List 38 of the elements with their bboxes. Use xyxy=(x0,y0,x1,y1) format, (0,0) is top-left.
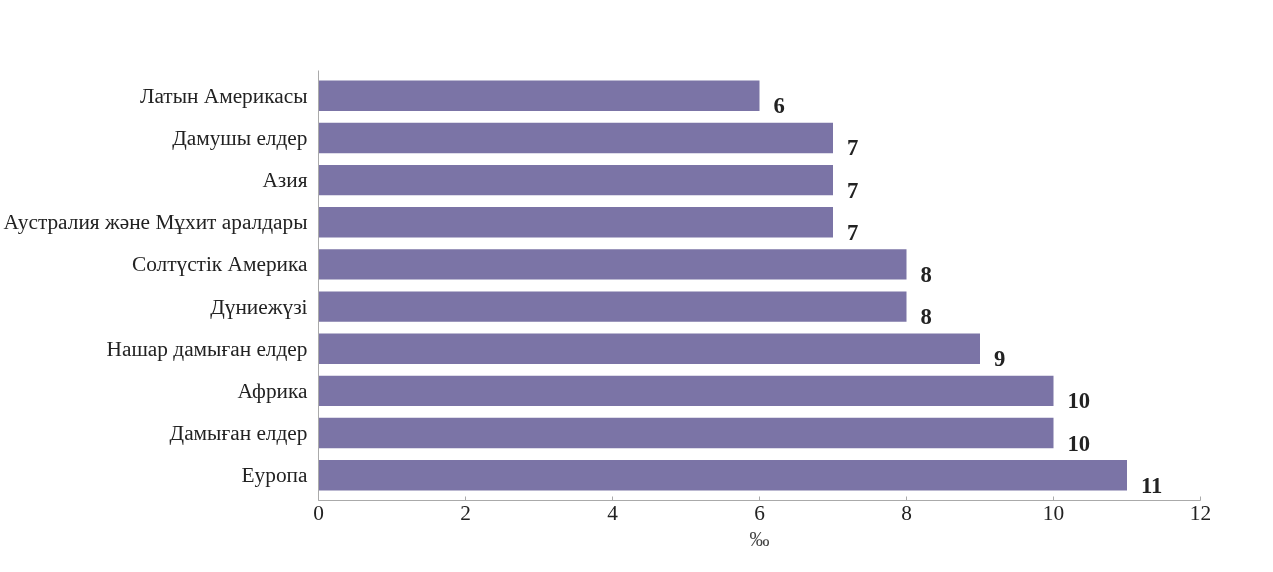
y-tick-label: Азия xyxy=(262,168,308,193)
bar xyxy=(318,291,907,322)
bar xyxy=(318,417,1054,449)
x-tick-label: 8 xyxy=(901,500,912,525)
x-tick-label: 0 xyxy=(313,500,324,525)
data-label: 9 xyxy=(994,346,1006,372)
y-tick-label: Африка xyxy=(237,378,309,403)
bar xyxy=(318,333,980,364)
bar xyxy=(318,164,833,196)
y-tick-label: Дамыған елдер xyxy=(169,421,308,446)
data-label: 7 xyxy=(847,219,859,245)
bar xyxy=(318,80,760,111)
data-label: 10 xyxy=(1067,388,1091,414)
bar xyxy=(318,122,833,154)
data-label: 8 xyxy=(920,261,932,287)
y-tick-label: Дүниежүзі xyxy=(210,294,308,319)
y-tick-label: Аустралия және Мұхит аралдары xyxy=(3,210,308,235)
x-tick-label: 12 xyxy=(1189,500,1212,525)
x-tick-label: 2 xyxy=(460,500,471,525)
data-label: 10 xyxy=(1067,430,1091,456)
bar xyxy=(318,207,833,238)
data-label: 6 xyxy=(773,93,785,119)
y-tick-label: Еуропа xyxy=(241,463,309,488)
data-label: 8 xyxy=(920,304,932,330)
x-tick-label: 10 xyxy=(1042,500,1065,525)
y-tick-label: Солтүстік Америка xyxy=(131,252,309,277)
x-tick-label: 6 xyxy=(754,500,766,525)
x-tick-label: 4 xyxy=(607,500,619,525)
data-label: 7 xyxy=(847,177,859,203)
bar xyxy=(318,249,907,280)
x-axis-title: ‰ xyxy=(749,527,770,550)
data-label: 11 xyxy=(1141,472,1163,498)
bar xyxy=(318,375,1054,407)
y-tick-label: Нашар дамыған елдер xyxy=(106,336,308,361)
data-label: 7 xyxy=(847,135,859,161)
y-tick-label: Дамушы елдер xyxy=(172,125,308,150)
y-tick-label: Латын Америкасы xyxy=(139,83,308,108)
bar xyxy=(318,460,1127,491)
